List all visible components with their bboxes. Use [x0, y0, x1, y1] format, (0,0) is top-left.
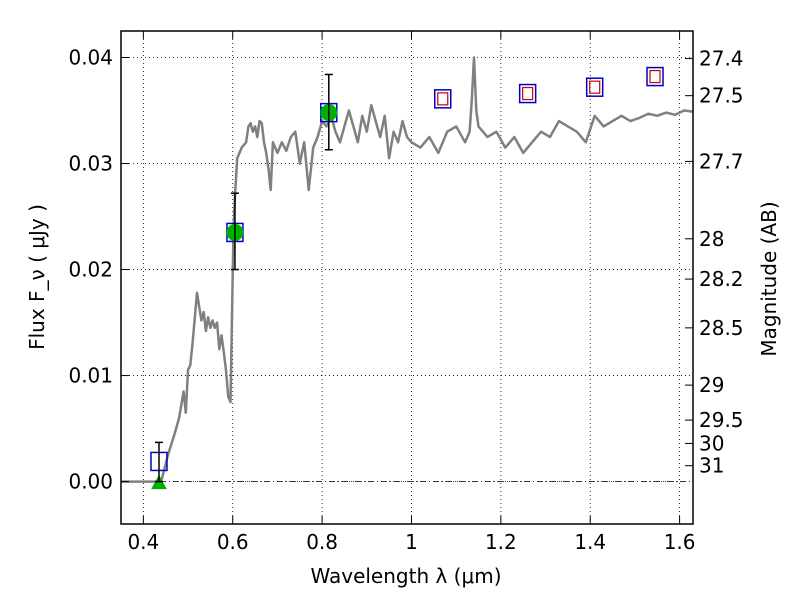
- y-tick-label: 0.04: [68, 46, 113, 70]
- x-tick-label: 1: [405, 530, 418, 554]
- plot-background: [121, 31, 693, 524]
- tick-labels: 0.4 0.6 0.8 1 1.2 1.4 1.6 0.00 0.01 0.02 0.03 0.04 2…: [68, 46, 743, 554]
- y-right-tick-label: 28.5: [699, 316, 744, 340]
- y-right-tick-label: 27.7: [699, 149, 744, 173]
- x-tick-label: 1.4: [574, 530, 606, 554]
- y-right-tick-label: 31: [699, 454, 724, 478]
- plot-frame: [120, 30, 694, 525]
- x-axis-label: Wavelength λ (μm): [310, 564, 501, 588]
- y-tick-label: 0.02: [68, 258, 113, 282]
- model-flux-marker: [585, 77, 604, 97]
- predicted-flux-marker: [437, 92, 449, 106]
- sed-line: [121, 56, 694, 483]
- x-tick-label: 1.2: [485, 530, 517, 554]
- x-tick-label: 1.6: [664, 530, 696, 554]
- grid: [121, 31, 693, 524]
- y-right-tick-label: 29.5: [699, 408, 744, 432]
- predicted-flux-marker: [522, 86, 534, 101]
- y-tick-label: 0.03: [68, 152, 113, 176]
- y-right-tick-label: 27.5: [699, 84, 744, 108]
- y-right-tick-label: 27.4: [699, 47, 744, 71]
- y-axis-label: Flux F_ν ( μJy ): [25, 204, 49, 350]
- x-tick-label: 0.8: [306, 530, 338, 554]
- y-axis-right-label: Magnitude (AB): [757, 201, 781, 356]
- ticks: [121, 31, 693, 524]
- predicted-flux-marker: [649, 69, 661, 84]
- model-flux-marker: [646, 66, 664, 87]
- y-right-tick-label: 28.2: [699, 267, 744, 291]
- model-flux-marker: [518, 83, 537, 104]
- y-right-tick-label: 30: [699, 431, 724, 455]
- predicted-flux-marker: [589, 80, 601, 94]
- x-tick-label: 0.4: [127, 530, 159, 554]
- y-tick-label: 0.01: [68, 364, 113, 388]
- model-flux-marker: [434, 89, 452, 109]
- y-tick-label: 0.00: [68, 470, 113, 494]
- y-right-tick-label: 29: [699, 373, 724, 397]
- y-right-tick-label: 28: [699, 227, 724, 251]
- series-layer: [121, 56, 694, 490]
- x-tick-label: 0.6: [217, 530, 249, 554]
